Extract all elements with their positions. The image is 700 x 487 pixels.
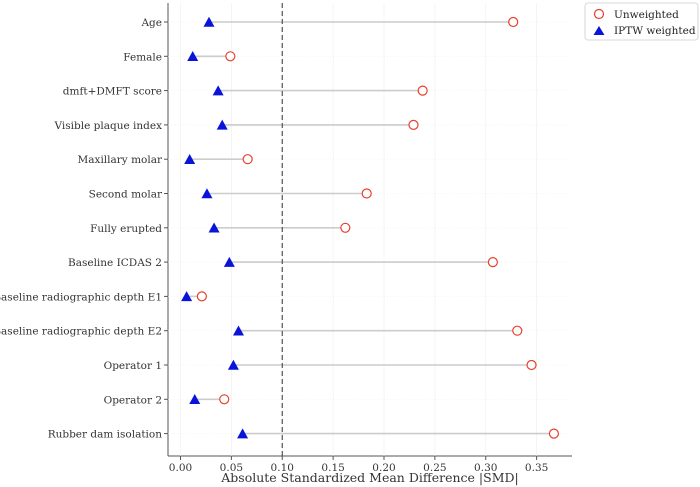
x-tick-label: 0.20: [372, 462, 395, 474]
iptw-marker: [184, 153, 196, 164]
unweighted-marker: [242, 154, 253, 165]
unweighted-marker: [548, 428, 560, 439]
unweighted-marker: [508, 16, 519, 28]
x-tick-label: 0.10: [271, 462, 294, 474]
y-tick-label: Visible plaque index: [54, 120, 163, 132]
iptw-marker: [232, 325, 244, 336]
y-tick-label: Operator 1: [104, 360, 162, 372]
iptw-marker: [181, 291, 193, 302]
y-tick-label: Maxillary molar: [78, 154, 163, 166]
iptw-marker: [212, 85, 224, 96]
unweighted-marker: [487, 257, 498, 268]
x-tick-label: 0.05: [220, 462, 243, 474]
unweighted-marker: [408, 119, 419, 131]
y-tick-label: dmft+DMFT score: [63, 86, 162, 98]
legend-box: [584, 2, 699, 41]
legend-iptw-marker: [593, 26, 605, 35]
iptw-marker: [223, 256, 235, 267]
y-tick-label: Second molar: [89, 189, 163, 201]
legend: Unweighted IPTW weighted: [584, 2, 699, 41]
y-tick-label: Fully erupted: [90, 223, 162, 235]
y-tick-label: Age: [140, 17, 162, 29]
plot-area: Age Female dmft+DMFT score Visible plaque i…: [0, 3, 572, 485]
y-tick-label: Operator 2: [104, 394, 162, 406]
y-tick-label: Female: [123, 51, 162, 63]
legend-iptw-label: IPTW weighted: [614, 25, 696, 37]
y-tick-label: Baseline ICDAS 2: [68, 257, 162, 269]
x-tick-labels: 0.00 0.05 0.10 0.15 0.20 0.25 0.30 0.35: [169, 456, 548, 474]
x-tick-label: 0.35: [525, 462, 548, 474]
iptw-marker: [203, 16, 215, 27]
x-axis-title: Absolute Standardized Mean Difference |S…: [220, 470, 518, 485]
x-tick-label: 0.25: [423, 462, 446, 474]
iptw-marker: [201, 188, 213, 199]
legend-unweighted-marker: [593, 8, 605, 20]
iptw-marker: [227, 359, 239, 370]
grid-lines: [168, 3, 572, 456]
x-tick-label: 0.00: [169, 462, 192, 474]
legend-unweighted-label: Unweighted: [614, 9, 679, 21]
x-tick-label: 0.15: [321, 462, 344, 474]
unweighted-marker: [340, 222, 351, 233]
iptw-marker: [187, 51, 199, 62]
unweighted-marker: [219, 394, 230, 405]
iptw-marker: [216, 119, 228, 130]
unweighted-marker: [361, 188, 372, 199]
unweighted-marker: [225, 51, 236, 62]
markers: [181, 16, 560, 439]
iptw-marker: [189, 394, 201, 405]
iptw-marker: [208, 222, 220, 233]
x-tick-label: 0.30: [474, 462, 497, 474]
y-tick-label: Baseline radiographic depth E1: [0, 291, 162, 303]
unweighted-marker: [512, 325, 523, 336]
y-tick-labels: Age Female dmft+DMFT score Visible plaque i…: [0, 17, 168, 441]
unweighted-marker: [526, 359, 537, 371]
unweighted-marker: [196, 291, 207, 302]
y-tick-label: Rubber dam isolation: [48, 429, 163, 441]
iptw-marker: [237, 428, 249, 439]
unweighted-marker: [417, 85, 428, 96]
y-tick-label: Baseline radiographic depth E2: [0, 326, 162, 338]
